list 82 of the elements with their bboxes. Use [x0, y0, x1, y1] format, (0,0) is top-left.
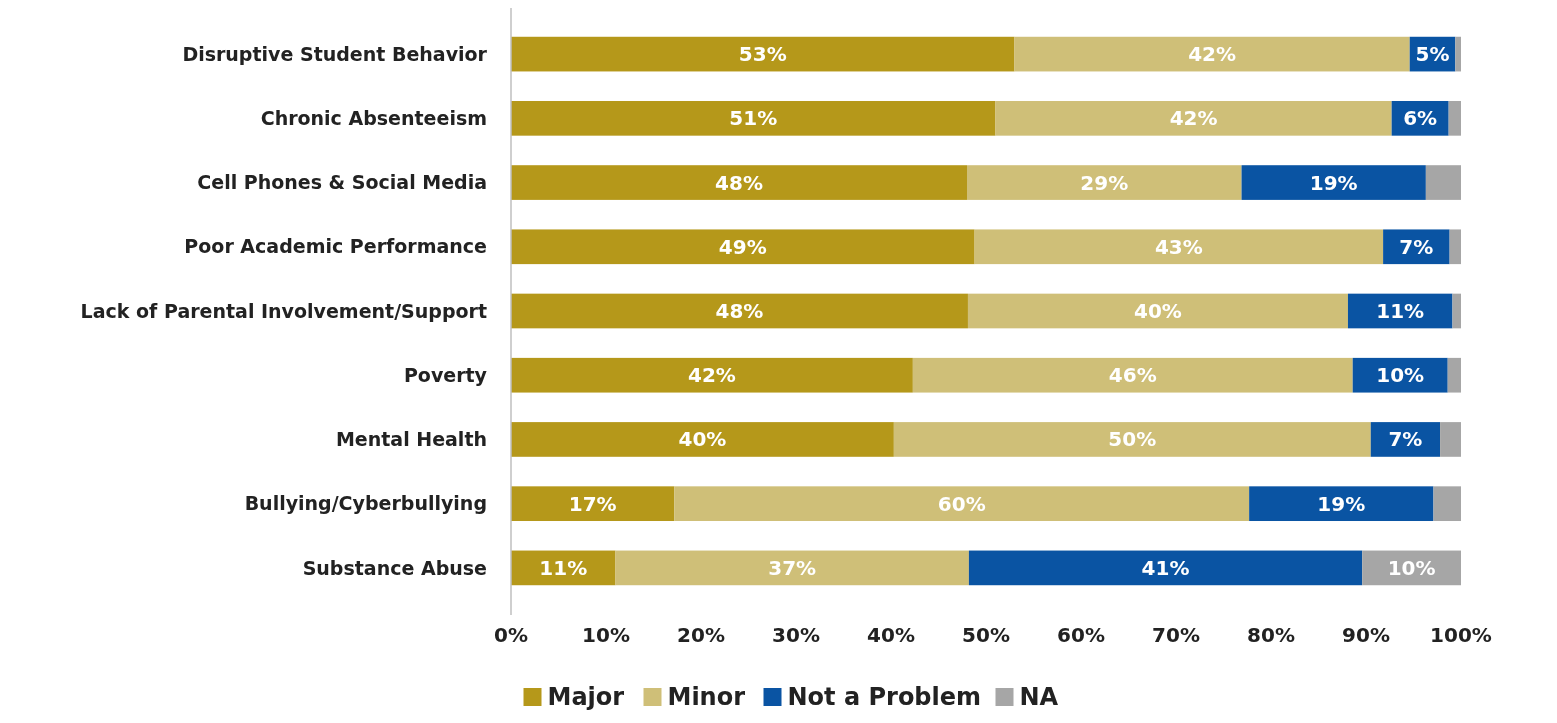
- data-label: 10%: [1387, 555, 1436, 580]
- legend-label: Major: [547, 683, 625, 712]
- data-label: 19%: [1309, 170, 1358, 195]
- bar: [967, 293, 1348, 329]
- bar: [511, 100, 996, 136]
- data-label: 43%: [1154, 234, 1203, 259]
- data-label: 6%: [1403, 106, 1438, 131]
- bar: [674, 486, 1250, 522]
- bar: [968, 550, 1363, 586]
- data-label: 7%: [1388, 427, 1423, 452]
- x-tick-label: 60%: [1057, 623, 1105, 647]
- bar: [511, 357, 913, 393]
- bar: [995, 100, 1392, 136]
- data-label: 11%: [1376, 299, 1425, 323]
- data-label: 40%: [678, 427, 727, 452]
- x-tick-label: 70%: [1152, 623, 1200, 647]
- x-tick-label: 40%: [867, 623, 915, 647]
- y-tick-label: Poor Academic Performance: [184, 235, 487, 258]
- data-label: 48%: [715, 170, 763, 195]
- data-label: 5%: [1415, 42, 1450, 67]
- data-label: 42%: [1169, 106, 1218, 131]
- x-tick-label: 90%: [1342, 623, 1390, 647]
- bar: [1452, 293, 1461, 329]
- data-label: 40%: [1134, 299, 1182, 323]
- bar: [912, 357, 1353, 393]
- data-label: 46%: [1108, 363, 1157, 388]
- bar: [511, 486, 675, 522]
- bar: [511, 36, 1015, 72]
- x-tick-label: 0%: [494, 623, 528, 647]
- data-label: 41%: [1141, 555, 1190, 580]
- bar: [1241, 165, 1426, 200]
- x-tick-label: 10%: [582, 623, 630, 647]
- data-label: 48%: [715, 299, 764, 323]
- bar: [511, 422, 894, 457]
- bar: [1440, 422, 1461, 457]
- data-label: 19%: [1317, 491, 1366, 516]
- bar: [1249, 486, 1434, 522]
- y-tick-label: Lack of Parental Involvement/Support: [80, 299, 487, 322]
- bar: [511, 229, 975, 265]
- legend-label: NA: [1019, 683, 1059, 712]
- x-tick-label: 50%: [962, 623, 1010, 647]
- bar: [974, 229, 1384, 265]
- y-tick-label: Bullying/Cyberbullying: [244, 492, 487, 515]
- bar: [893, 422, 1371, 457]
- data-label: 37%: [768, 555, 817, 580]
- data-label: 53%: [738, 42, 787, 67]
- bar: [511, 293, 968, 329]
- x-tick-label: 80%: [1247, 623, 1295, 647]
- x-tick-label: 20%: [677, 623, 725, 647]
- bar: [1383, 229, 1450, 265]
- data-label: 42%: [687, 363, 736, 388]
- bar: [1370, 422, 1441, 457]
- data-label: 50%: [1108, 427, 1157, 452]
- data-label: 11%: [539, 555, 588, 580]
- y-tick-label: Mental Health: [335, 428, 487, 451]
- data-label: 7%: [1399, 234, 1434, 259]
- data-label: 42%: [1188, 42, 1237, 67]
- legend-label: Minor: [667, 683, 746, 712]
- data-label: 60%: [937, 491, 986, 516]
- legend-label: Not a Problem: [787, 683, 982, 712]
- y-tick-label: Substance Abuse: [302, 556, 487, 579]
- bar: [1449, 229, 1461, 265]
- x-tick-label: 100%: [1430, 623, 1492, 647]
- data-label: 17%: [568, 491, 617, 516]
- x-tick-label: 30%: [772, 623, 820, 647]
- bar: [1448, 100, 1461, 136]
- y-tick-label: Chronic Absenteeism: [260, 106, 487, 129]
- data-label: 49%: [718, 234, 767, 259]
- data-label: 51%: [729, 106, 778, 131]
- bar: [1425, 165, 1461, 200]
- y-tick-label: Disruptive Student Behavior: [182, 42, 488, 65]
- bar: [511, 165, 967, 200]
- bar: [1455, 36, 1461, 72]
- data-label: 10%: [1376, 363, 1425, 388]
- bar: [615, 550, 969, 586]
- y-tick-label: Poverty: [403, 363, 488, 386]
- bar: [967, 165, 1242, 200]
- bar: [1433, 486, 1461, 522]
- data-label: 29%: [1080, 170, 1129, 195]
- bar: [1014, 36, 1410, 72]
- y-tick-label: Cell Phones & Social Media: [197, 171, 487, 194]
- bar: [1447, 357, 1461, 393]
